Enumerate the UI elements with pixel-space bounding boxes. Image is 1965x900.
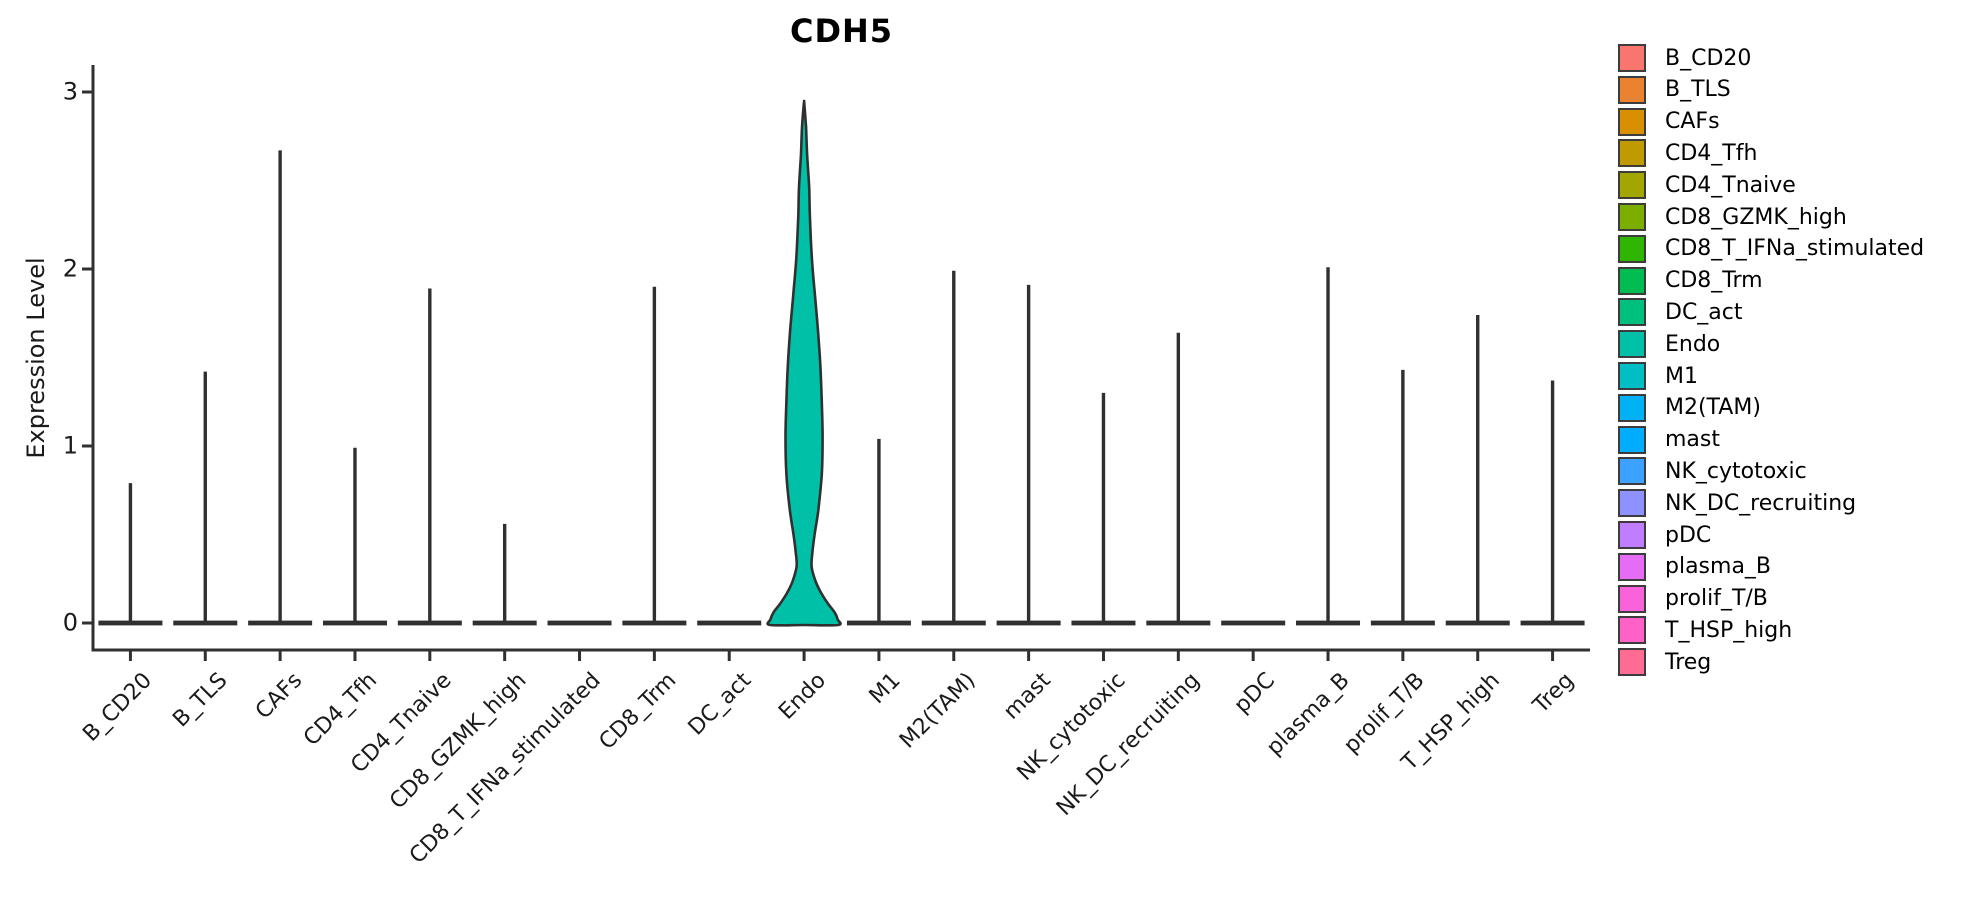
legend-item: pDC	[1618, 521, 1711, 549]
legend-color-swatch	[1618, 171, 1646, 200]
legend-color-swatch	[1618, 362, 1646, 390]
legend-color-swatch	[1618, 616, 1646, 645]
legend-label: CD4_Tfh	[1665, 140, 1758, 166]
legend-item: plasma_B	[1618, 552, 1772, 581]
y-tick-label: 2	[62, 254, 78, 283]
legend-color-swatch	[1618, 521, 1646, 549]
legend-label: NK_DC_recruiting	[1665, 490, 1857, 516]
zero-baseline-bar	[1221, 620, 1286, 626]
legend-item: mast	[1618, 425, 1720, 454]
legend-label: Treg	[1665, 649, 1712, 675]
legend-color-swatch	[1618, 44, 1646, 72]
legend-item: NK_cytotoxic	[1618, 457, 1807, 486]
legend-item: CD8_Trm	[1618, 266, 1763, 295]
legend-color-swatch	[1618, 457, 1646, 486]
legend-color-swatch	[1618, 203, 1646, 231]
legend-label: plasma_B	[1665, 554, 1772, 580]
legend-item: DC_act	[1618, 298, 1743, 327]
legend-item: NK_DC_recruiting	[1618, 489, 1857, 518]
legend-label: CD8_Trm	[1665, 268, 1763, 294]
legend-item: CAFs	[1618, 107, 1720, 136]
legend-color-swatch	[1618, 584, 1646, 613]
legend-label: CD8_GZMK_high	[1665, 204, 1847, 230]
y-tick-label: 3	[62, 77, 78, 106]
legend-label: CD4_Tnaive	[1665, 172, 1796, 198]
y-tick-label: 1	[62, 431, 78, 460]
legend-color-swatch	[1618, 330, 1646, 359]
legend-color-swatch	[1618, 266, 1646, 295]
legend-color-swatch	[1618, 107, 1646, 136]
legend-label: B_TLS	[1665, 77, 1731, 103]
legend-item: Treg	[1618, 648, 1712, 677]
legend-item: CD8_T_IFNa_stimulated	[1618, 234, 1925, 263]
zero-baseline-bar	[547, 620, 612, 626]
legend-color-swatch	[1618, 139, 1646, 168]
y-tick-label: 0	[62, 608, 78, 637]
zero-baseline-bar	[697, 620, 762, 626]
legend-item: T_HSP_high	[1618, 616, 1793, 645]
legend-label: mast	[1665, 427, 1720, 453]
legend-item: CD4_Tfh	[1618, 139, 1758, 168]
legend-color-swatch	[1618, 234, 1646, 263]
legend-label: prolif_T/B	[1665, 586, 1768, 612]
legend-label: T_HSP_high	[1665, 617, 1793, 643]
legend-label: M1	[1665, 363, 1698, 389]
plot-title: CDH5	[789, 12, 894, 50]
legend-color-swatch	[1618, 298, 1646, 327]
legend-item: CD4_Tnaive	[1618, 171, 1796, 200]
legend-label: Endo	[1665, 331, 1721, 357]
violin-endo	[766, 99, 842, 627]
legend-label: M2(TAM)	[1665, 395, 1761, 421]
legend-color-swatch	[1618, 648, 1646, 677]
legend-label: CD8_T_IFNa_stimulated	[1665, 236, 1925, 262]
legend-item: M1	[1618, 362, 1698, 390]
legend-color-swatch	[1618, 552, 1646, 581]
legend-color-swatch	[1618, 393, 1646, 422]
legend-label: pDC	[1665, 522, 1712, 548]
legend-color-swatch	[1618, 489, 1646, 518]
legend-item: B_CD20	[1618, 44, 1751, 72]
legend-item: CD8_GZMK_high	[1618, 203, 1847, 231]
legend-label: DC_act	[1665, 299, 1743, 325]
legend-color-swatch	[1618, 425, 1646, 454]
legend-item: prolif_T/B	[1618, 584, 1768, 613]
legend-label: NK_cytotoxic	[1665, 458, 1807, 484]
legend-item: B_TLS	[1618, 75, 1731, 104]
legend-item: Endo	[1618, 330, 1721, 359]
legend-label: CAFs	[1665, 109, 1720, 135]
legend-item: M2(TAM)	[1618, 393, 1761, 422]
legend-color-swatch	[1618, 75, 1646, 104]
legend-label: B_CD20	[1665, 45, 1752, 71]
